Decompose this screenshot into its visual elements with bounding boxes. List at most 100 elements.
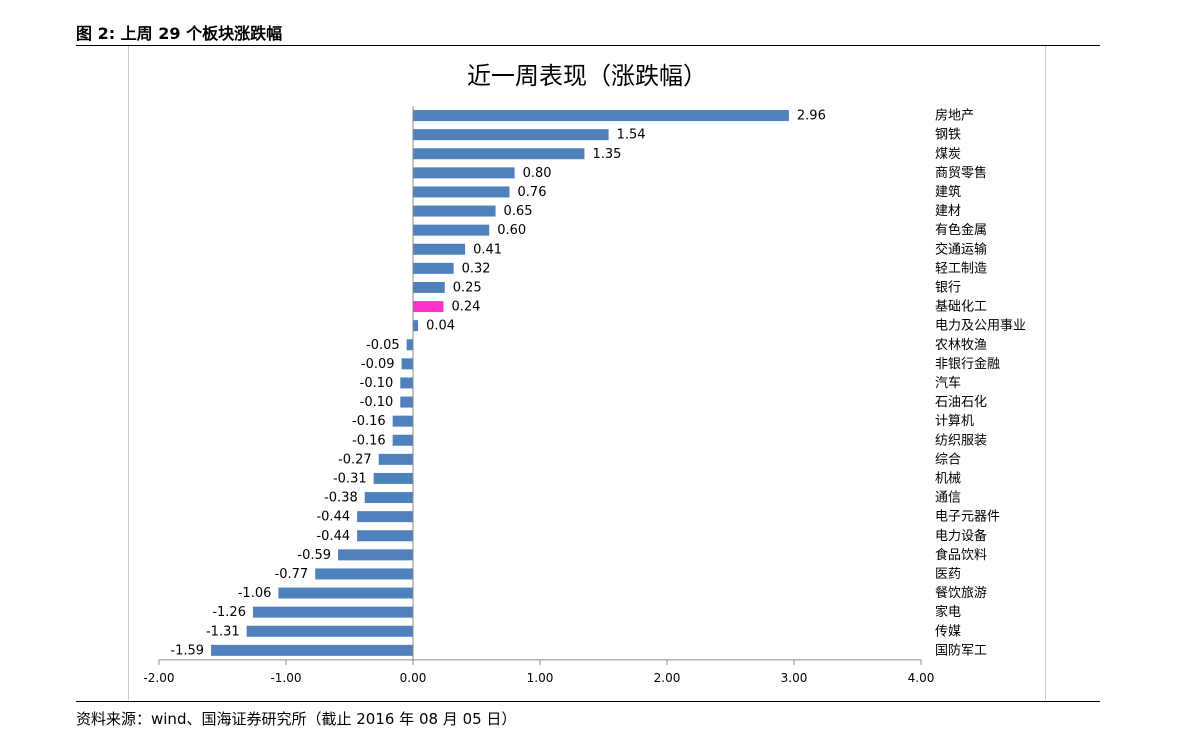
category-label: 交通运输 xyxy=(935,241,987,257)
category-label: 非银行金融 xyxy=(935,356,1000,372)
bar-22 xyxy=(357,530,413,542)
category-label: 农林牧渔 xyxy=(935,338,987,353)
value-label: 0.32 xyxy=(462,261,491,276)
bar-5 xyxy=(413,205,496,217)
bar-20 xyxy=(364,492,413,504)
bar-19 xyxy=(373,472,413,484)
bar-3 xyxy=(413,167,515,179)
bar-16 xyxy=(392,415,413,427)
bar-12 xyxy=(406,339,413,351)
value-label: -0.44 xyxy=(316,529,350,544)
bar-9 xyxy=(413,281,445,293)
category-label: 医药 xyxy=(935,567,961,582)
category-label: 家电 xyxy=(935,604,961,620)
value-label: 2.96 xyxy=(797,109,826,124)
value-label: 1.54 xyxy=(617,128,646,143)
value-label: 0.65 xyxy=(504,204,533,219)
value-label: -1.59 xyxy=(170,643,204,658)
category-label: 电子元器件 xyxy=(935,510,1000,525)
category-label: 建材 xyxy=(935,204,961,219)
bar-2 xyxy=(413,148,585,160)
category-label: 国防军工 xyxy=(935,642,987,658)
source-note: 资料来源：wind、国海证券研究所（截止 2016 年 08 月 05 日） xyxy=(76,710,517,728)
category-label: 钢铁 xyxy=(935,128,961,143)
value-label: 0.60 xyxy=(497,223,526,238)
bar-15 xyxy=(400,396,413,408)
value-label: -1.31 xyxy=(206,624,240,639)
figure-caption: 图 2: 上周 29 个板块涨跌幅 xyxy=(76,24,283,43)
bar-28 xyxy=(211,644,413,656)
bar-24 xyxy=(315,568,413,580)
value-label: -0.16 xyxy=(352,433,386,448)
category-label: 银行 xyxy=(935,280,961,295)
value-label: -0.10 xyxy=(360,395,394,410)
bar-0 xyxy=(413,110,789,122)
value-label: -0.09 xyxy=(361,357,395,372)
axis-layer: -2.00 -1.00 0.00 1.00 2.00 3.00 4.00 xyxy=(143,106,934,685)
bar-18 xyxy=(378,453,413,465)
bars-layer: 2.96 房地产 1.54 钢铁 1.35 煤炭 0.80 商贸零售 0.76 建筑 0.65 建材 0… xyxy=(170,108,1026,659)
category-label: 传媒 xyxy=(935,624,961,639)
bar-11 xyxy=(413,320,419,332)
value-label: -0.59 xyxy=(297,548,331,563)
bar-6 xyxy=(413,224,490,236)
bottom-rule xyxy=(76,701,1100,702)
category-label: 商贸零售 xyxy=(935,165,987,181)
x-tick-label: 1.00 xyxy=(527,671,554,685)
top-rule xyxy=(76,45,1100,46)
bar-14 xyxy=(400,377,413,389)
category-label: 餐饮旅游 xyxy=(935,585,987,601)
bar-26 xyxy=(252,606,413,618)
value-label: -1.26 xyxy=(212,605,246,620)
value-label: 0.25 xyxy=(453,280,482,295)
value-label: 0.41 xyxy=(473,242,502,257)
category-label: 通信 xyxy=(935,491,961,506)
category-label: 煤炭 xyxy=(935,147,961,162)
bar-8 xyxy=(413,262,454,274)
bar-4 xyxy=(413,186,510,198)
value-label: -0.38 xyxy=(324,491,358,506)
category-label: 综合 xyxy=(935,452,961,467)
bar-23 xyxy=(338,549,413,561)
bar-1 xyxy=(413,129,609,141)
category-label: 房地产 xyxy=(935,108,974,124)
bar-25 xyxy=(278,587,413,599)
value-label: 0.24 xyxy=(451,300,480,315)
x-tick-label: 4.00 xyxy=(908,671,935,685)
value-label: 0.04 xyxy=(426,319,455,334)
category-label: 有色金属 xyxy=(935,222,987,238)
category-label: 基础化工 xyxy=(935,300,987,315)
value-label: 0.80 xyxy=(523,166,552,181)
bar-7 xyxy=(413,243,466,255)
category-label: 电力及公用事业 xyxy=(935,319,1026,334)
value-label: -0.10 xyxy=(360,376,394,391)
bar-17 xyxy=(392,434,413,446)
value-label: -1.06 xyxy=(238,586,272,601)
bar-21 xyxy=(357,511,413,523)
category-label: 计算机 xyxy=(935,414,974,429)
value-label: 0.76 xyxy=(518,185,547,200)
x-tick-label: -2.00 xyxy=(143,671,174,685)
category-label: 汽车 xyxy=(935,375,961,391)
chart-frame xyxy=(128,46,1046,700)
bar-27 xyxy=(246,625,413,637)
category-label: 机械 xyxy=(935,471,961,486)
bar-13 xyxy=(401,358,413,370)
x-tick-label: -1.00 xyxy=(270,671,301,685)
value-label: -0.31 xyxy=(333,471,367,486)
value-label: -0.16 xyxy=(352,414,386,429)
category-label: 建筑 xyxy=(935,184,961,200)
category-label: 电力设备 xyxy=(935,528,987,544)
chart-title: 近一周表现（涨跌幅） xyxy=(467,62,707,90)
bar-10 xyxy=(413,301,444,313)
category-label: 食品饮料 xyxy=(935,547,987,563)
value-label: -0.77 xyxy=(275,567,309,582)
x-tick-label: 0.00 xyxy=(400,671,427,685)
category-label: 轻工制造 xyxy=(935,261,987,276)
value-label: -0.05 xyxy=(366,338,400,353)
x-tick-label: 3.00 xyxy=(781,671,808,685)
value-label: 1.35 xyxy=(592,147,621,162)
category-label: 石油石化 xyxy=(935,395,987,410)
x-tick-label: 2.00 xyxy=(654,671,681,685)
